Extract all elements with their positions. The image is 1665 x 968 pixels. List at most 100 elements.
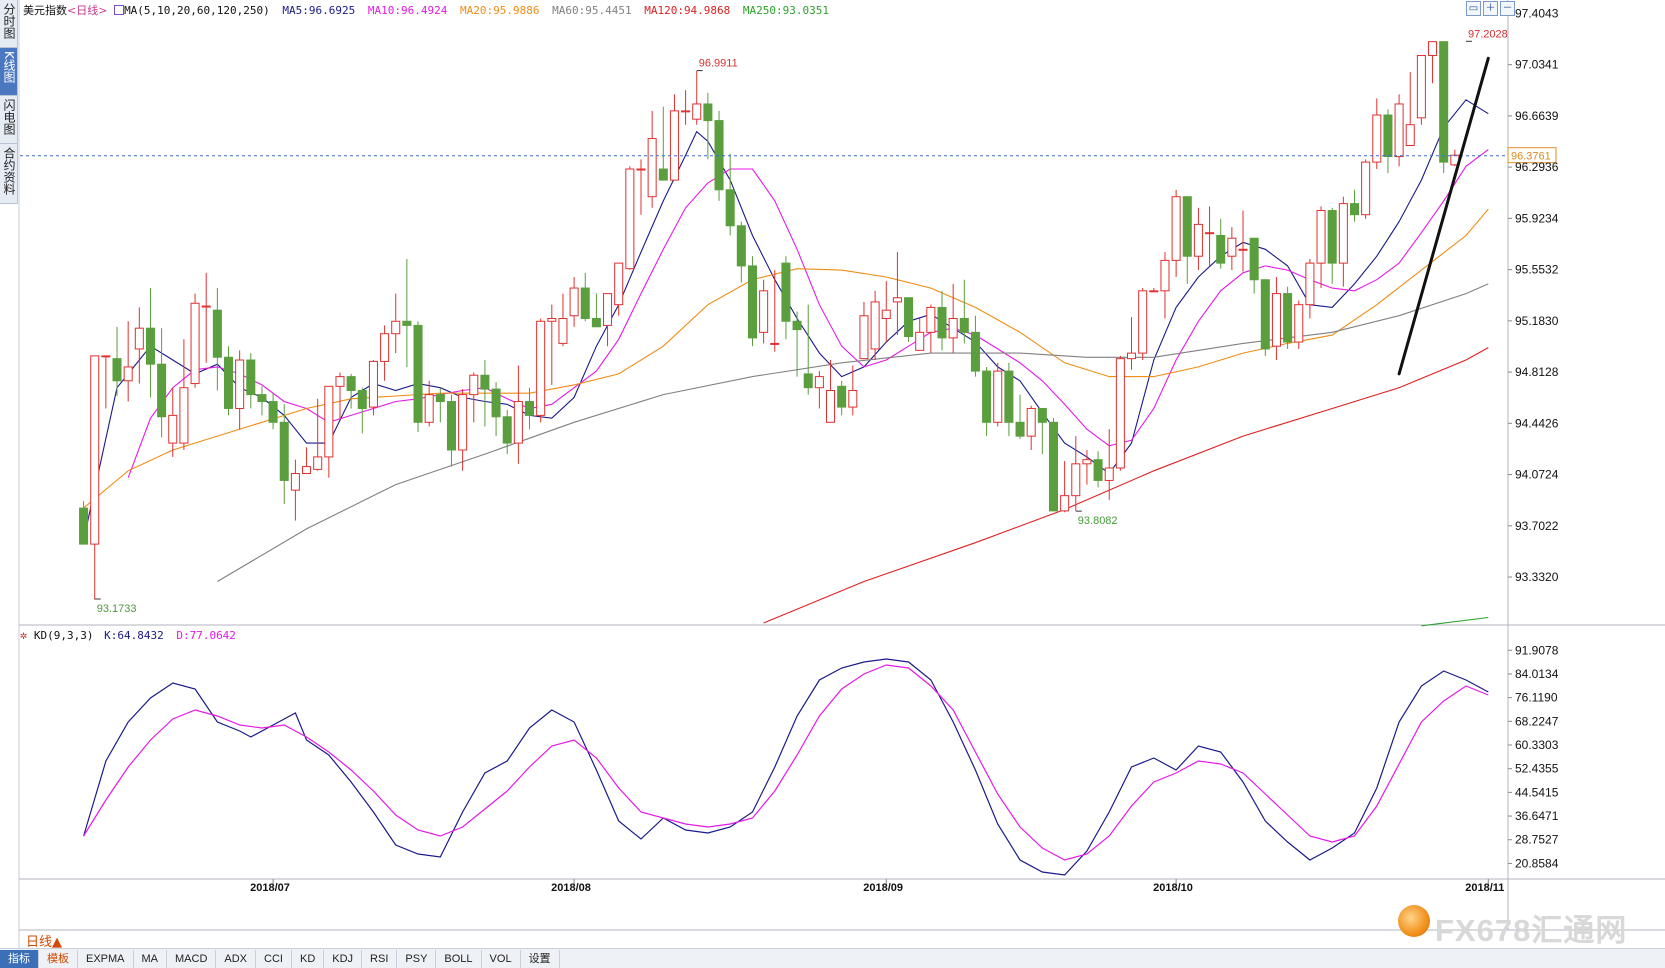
candle-body (168, 414, 178, 444)
price-tick-label: 97.4043 (1515, 6, 1559, 20)
candle-body (513, 401, 523, 444)
candle-body (625, 168, 635, 270)
candle-body (591, 318, 601, 328)
date-tick-label: 2018/10 (1153, 882, 1193, 894)
kd-tick-label: 36.6471 (1515, 809, 1559, 823)
candle-body (993, 370, 1003, 423)
kd-tick-label: 20.8584 (1515, 856, 1559, 870)
candle-body (1349, 203, 1360, 216)
price-tick-label: 96.2936 (1515, 160, 1559, 174)
candle-body (458, 394, 468, 451)
candle-body (770, 342, 780, 345)
toolbar-kd[interactable]: KD (292, 949, 325, 968)
candle-body (614, 262, 624, 306)
toolbar-psy[interactable]: PSY (397, 949, 437, 968)
candle-body (1082, 459, 1092, 465)
restore-icon[interactable]: ▭ (1466, 1, 1481, 16)
toolbar-kdj[interactable]: KDJ (324, 949, 363, 968)
candle-body (391, 320, 401, 335)
date-tick-label: 2018/11 (1465, 882, 1504, 894)
candle-body (1428, 41, 1438, 57)
toolbar-vol[interactable]: VOL (482, 949, 521, 968)
candle-body (157, 363, 167, 418)
candle-body (435, 394, 445, 403)
toolbar-template[interactable]: 模板 (39, 949, 78, 968)
kd-legend: ✲ KD(9,3,3) K:64.8432 D:77.0642 (20, 628, 236, 642)
candle-body (1271, 293, 1281, 347)
toolbar-macd[interactable]: MACD (167, 949, 217, 968)
low-label: 93.1733 (97, 603, 137, 615)
candle-body (502, 416, 512, 444)
candle-body (1316, 210, 1326, 264)
candle-body (814, 376, 824, 389)
candle-body (714, 120, 724, 191)
kd-line-k (83, 658, 1489, 876)
candle-body (380, 333, 390, 362)
current-price-label: 96.3761 (1511, 151, 1551, 163)
toolbar-indicators[interactable]: 指标 (0, 949, 39, 968)
candle-body (1205, 232, 1215, 235)
candle-body (1060, 495, 1070, 512)
ma-params: MA(5,10,20,60,120,250) (124, 4, 270, 17)
trend-line[interactable] (1397, 56, 1490, 376)
tab-flash[interactable]: 闪电图 (0, 96, 18, 144)
candle-body (658, 168, 668, 181)
candle-body (558, 318, 568, 344)
kd-tick-label: 44.5415 (1515, 785, 1559, 799)
toolbar-boll[interactable]: BOLL (436, 949, 482, 968)
price-tick-label: 95.1830 (1515, 314, 1559, 328)
tab-contract-info[interactable]: 合约资料 (0, 144, 18, 204)
candle-body (335, 376, 345, 387)
ma-icon (114, 5, 125, 15)
kd-settings-icon[interactable]: ✲ (20, 628, 28, 642)
price-tick-label: 96.6639 (1515, 109, 1559, 123)
price-tick-label: 94.8128 (1515, 365, 1559, 379)
candle-body (870, 301, 880, 350)
high-label: 97.2028 (1468, 28, 1508, 40)
candle-body (257, 394, 267, 403)
ma-line-ma10 (127, 149, 1489, 478)
candle-body (803, 373, 813, 389)
candle-body (1048, 421, 1059, 512)
candle-body (145, 327, 155, 365)
toolbar-ma[interactable]: MA (134, 949, 168, 968)
toolbar-rsi[interactable]: RSI (362, 949, 398, 968)
low-label: 93.8082 (1078, 515, 1118, 527)
candle-body (692, 103, 702, 120)
candle-body (547, 318, 557, 322)
toolbar-expma[interactable]: EXPMA (78, 949, 134, 968)
tab-kline[interactable]: K线图 (0, 48, 18, 96)
candle-body (826, 389, 836, 423)
candle-body (759, 290, 769, 333)
candle-body (179, 387, 189, 444)
zoom-in-icon[interactable]: ＋ (1483, 1, 1498, 16)
candle-body (1227, 237, 1237, 257)
kd-tick-label: 84.0134 (1515, 667, 1559, 681)
candle-body (703, 103, 713, 122)
tab-timeshare[interactable]: 分时图 (0, 0, 18, 48)
candle-body (1127, 352, 1137, 360)
toolbar-adx[interactable]: ADX (216, 949, 257, 968)
candle-body (569, 287, 579, 317)
candle-body (123, 366, 133, 382)
candle-body (469, 374, 479, 396)
toolbar-cci[interactable]: CCI (256, 949, 292, 968)
fx678-logo-icon (1398, 905, 1430, 937)
candle-body (669, 110, 679, 181)
candle-body (725, 189, 735, 227)
period-selector-button[interactable]: 日线▲ (26, 935, 62, 950)
candle-body (368, 360, 378, 408)
kline-chart-canvas[interactable]: 96.3761 93.1733 96.9911 93.8082 97.2028 97.4… (0, 0, 1665, 948)
ma5-value: MA5:96.6925 (282, 4, 356, 17)
kd-line-d (83, 664, 1489, 861)
candle-body (926, 306, 936, 333)
zoom-out-icon[interactable]: － (1500, 1, 1515, 16)
ma20-value: MA20:95.9886 (459, 4, 540, 17)
candle-body (792, 320, 802, 331)
ma-line-ma250 (1421, 616, 1489, 627)
candle-body (1405, 124, 1415, 146)
candle-body (603, 293, 613, 326)
ma10-value: MA10:96.4924 (367, 4, 448, 17)
toolbar-settings[interactable]: 设置 (521, 949, 560, 968)
candle-body (1015, 421, 1025, 437)
